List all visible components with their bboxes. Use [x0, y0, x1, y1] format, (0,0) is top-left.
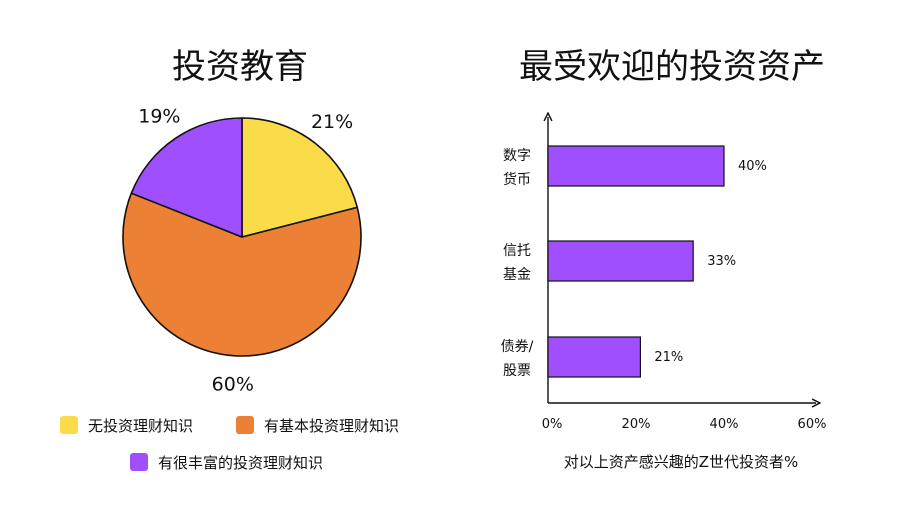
pie-slice-2 — [130, 117, 243, 238]
bar-category-label-1-0: 信托 — [503, 243, 531, 259]
pie-slice-0 — [241, 117, 359, 238]
bar-category-label-0-1: 货币 — [503, 171, 531, 188]
legend-swatch-2 — [130, 453, 148, 471]
bar-x-axis-label: 对以上资产感兴趣的Z世代投资者% — [564, 453, 799, 471]
bar-2 — [547, 336, 642, 378]
bar-category-label-1-1: 基金 — [503, 266, 531, 283]
bar-value-label-1: 33% — [707, 254, 736, 269]
bar-x-tick-label-1: 20% — [622, 417, 651, 432]
pie-slice-label-1: 60% — [212, 374, 254, 396]
bar-title: 最受欢迎的投资资产 — [519, 47, 825, 87]
pie-labels: 21% 60% 19% — [138, 105, 353, 395]
bar-category-label-2-0: 债券/ — [501, 339, 534, 355]
bar-value-label-2: 21% — [654, 350, 683, 365]
bar-0 — [547, 145, 725, 187]
legend-swatch-1 — [236, 416, 254, 434]
pie-slice-label-0: 21% — [311, 111, 353, 133]
bar-value-label-0: 40% — [738, 159, 767, 174]
bar-category-label-2-1: 股票 — [503, 363, 531, 379]
bar-x-tick-label-2: 40% — [710, 417, 739, 432]
legend-label-2: 有很丰富的投资理财知识 — [158, 454, 323, 472]
legend-label-1: 有基本投资理财知识 — [264, 417, 399, 435]
bar-x-tick-label-0: 0% — [542, 417, 563, 432]
bar-1 — [547, 240, 694, 282]
pie-title: 投资教育 — [172, 47, 308, 87]
bar-category-label-0-0: 数字 — [503, 148, 531, 164]
pie-slice-label-2: 19% — [138, 105, 180, 127]
pie-slice-1 — [122, 192, 362, 357]
legend-label-0: 无投资理财知识 — [88, 417, 193, 435]
legend-swatch-0 — [60, 416, 78, 434]
pie-chart — [122, 117, 362, 357]
bar-x-tick-label-3: 60% — [798, 417, 827, 432]
